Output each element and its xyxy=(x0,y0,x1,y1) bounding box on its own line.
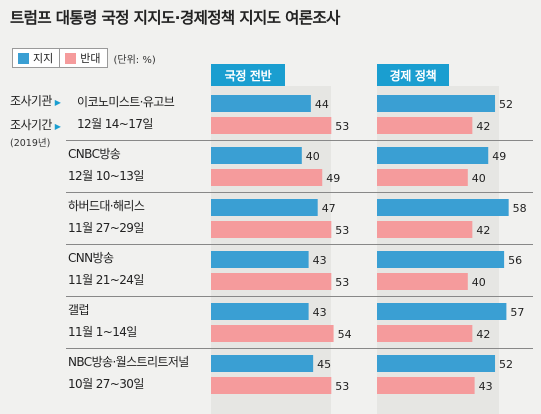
value-label-economy-support: 49 xyxy=(492,150,506,163)
bar-overall-oppose xyxy=(211,117,332,134)
bar-economy-support xyxy=(377,147,489,164)
legend-oppose-swatch xyxy=(65,52,77,64)
survey-date: 10월 27~30일 xyxy=(68,377,144,391)
row-separator xyxy=(66,348,533,349)
value-label-overall-support: 45 xyxy=(317,358,331,371)
bar-overall-oppose xyxy=(211,325,334,342)
institution-label-text: 조사기관 xyxy=(10,94,52,108)
survey-name: NBC방송·월스트리트저널 xyxy=(68,355,189,369)
value-label-overall-oppose: 53 xyxy=(335,224,349,237)
value-label-economy-support: 57 xyxy=(510,306,524,319)
value-label-overall-support: 44 xyxy=(315,98,329,111)
survey-date: 11월 21~24일 xyxy=(68,273,144,287)
unit-label: (단위: %) xyxy=(113,54,156,66)
bar-overall-support xyxy=(211,303,309,320)
value-label-economy-support: 56 xyxy=(508,254,522,267)
panel-header-economy: 경제 정책 xyxy=(377,64,449,86)
bar-economy-support xyxy=(377,251,505,268)
legend-support: 지지 xyxy=(12,48,61,68)
value-label-economy-oppose: 40 xyxy=(472,172,486,185)
bar-overall-support xyxy=(211,251,309,268)
bar-economy-support xyxy=(377,199,509,216)
value-label-overall-oppose: 49 xyxy=(326,172,340,185)
value-label-overall-oppose: 54 xyxy=(338,328,352,341)
survey-name: 이코노미스트·유고브 xyxy=(77,95,175,109)
row-separator xyxy=(66,140,533,141)
survey-date: 12월 14~17일 xyxy=(77,117,153,131)
value-label-economy-oppose: 40 xyxy=(472,276,486,289)
panel-header-overall: 국정 전반 xyxy=(211,64,285,86)
value-label-overall-oppose: 53 xyxy=(335,276,349,289)
triangle-right-icon: ▶ xyxy=(54,98,61,107)
legend: 지지 반대 (단위: %) xyxy=(12,48,156,68)
legend-support-label: 지지 xyxy=(33,52,54,65)
legend-support-swatch xyxy=(18,52,29,64)
bar-overall-support xyxy=(211,95,311,112)
row-separator xyxy=(66,244,533,245)
bar-economy-oppose xyxy=(377,221,473,238)
year-label: (2019년) xyxy=(10,138,51,149)
value-label-economy-support: 58 xyxy=(513,202,527,215)
bar-overall-support xyxy=(211,199,318,216)
bar-overall-support xyxy=(211,147,302,164)
bar-economy-oppose xyxy=(377,377,475,394)
value-label-overall-support: 40 xyxy=(306,150,320,163)
bar-economy-oppose xyxy=(377,169,468,186)
bar-economy-support xyxy=(377,355,496,372)
bar-overall-oppose xyxy=(211,169,323,186)
bar-overall-oppose xyxy=(211,273,332,290)
row-separator xyxy=(66,296,533,297)
bar-economy-oppose xyxy=(377,117,473,134)
row-separator xyxy=(66,192,533,193)
value-label-economy-oppose: 42 xyxy=(476,328,490,341)
bar-economy-support xyxy=(377,303,507,320)
bar-overall-oppose xyxy=(211,377,332,394)
period-label-text: 조사기간 xyxy=(10,118,52,132)
bar-overall-oppose xyxy=(211,221,332,238)
bar-economy-oppose xyxy=(377,273,468,290)
bar-overall-support xyxy=(211,355,314,372)
value-label-overall-support: 43 xyxy=(313,306,327,319)
institution-label: 조사기관 ▶ xyxy=(10,92,61,109)
survey-name: 하버드대·해리스 xyxy=(68,199,145,213)
survey-date: 11월 27~29일 xyxy=(68,221,144,235)
legend-oppose-label: 반대 xyxy=(80,52,101,65)
value-label-overall-oppose: 53 xyxy=(335,380,349,393)
value-label-overall-support: 47 xyxy=(322,202,336,215)
value-label-economy-support: 52 xyxy=(499,98,513,111)
survey-date: 11월 1~14일 xyxy=(68,325,137,339)
bar-economy-oppose xyxy=(377,325,473,342)
chart-title: 트럼프 대통령 국정 지지도·경제정책 지지도 여론조사 xyxy=(10,9,340,27)
value-label-economy-support: 52 xyxy=(499,358,513,371)
value-label-economy-oppose: 42 xyxy=(476,120,490,133)
survey-name: CNN방송 xyxy=(68,251,114,265)
value-label-overall-support: 43 xyxy=(313,254,327,267)
legend-oppose: 반대 xyxy=(60,48,108,68)
period-label: 조사기간 ▶ xyxy=(10,116,61,133)
survey-date: 12월 10~13일 xyxy=(68,169,144,183)
value-label-economy-oppose: 43 xyxy=(479,380,493,393)
survey-name: 갤럽 xyxy=(68,303,89,317)
value-label-economy-oppose: 42 xyxy=(476,224,490,237)
bar-economy-support xyxy=(377,95,496,112)
triangle-right-icon: ▶ xyxy=(54,122,61,131)
value-label-overall-oppose: 53 xyxy=(335,120,349,133)
survey-name: CNBC방송 xyxy=(68,147,121,161)
